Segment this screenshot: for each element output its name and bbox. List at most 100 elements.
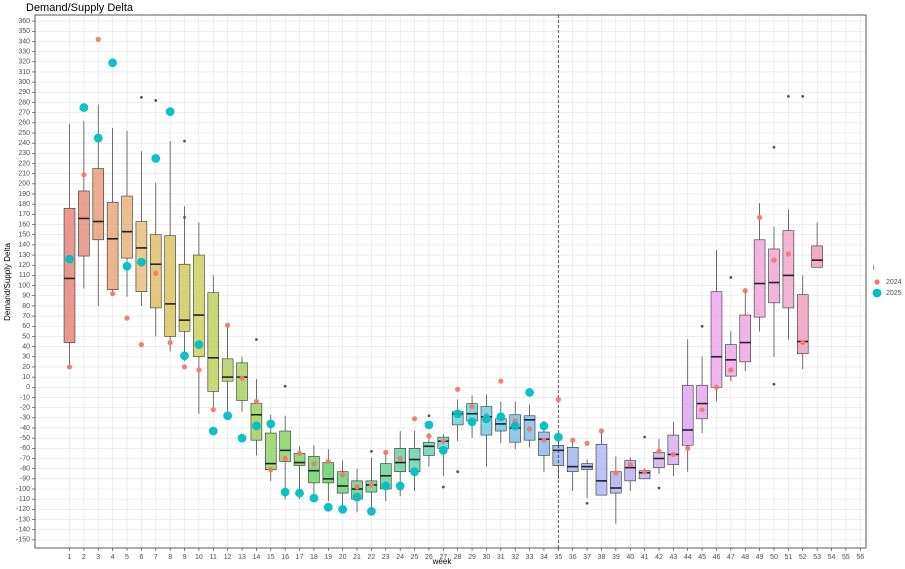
box [178, 263, 191, 332]
outlier [657, 486, 661, 490]
box [164, 235, 176, 337]
point [455, 386, 461, 392]
point [323, 502, 333, 512]
point [311, 460, 317, 467]
legend-label: 2024 [886, 279, 902, 286]
point [526, 426, 533, 432]
point [352, 492, 362, 502]
box [92, 168, 105, 241]
point [381, 481, 391, 491]
point [66, 364, 73, 370]
box [279, 430, 291, 462]
point [757, 214, 763, 221]
outlier [255, 338, 258, 341]
outlier [643, 435, 646, 439]
plot-border [34, 14, 867, 549]
y-tick-label: 80 [22, 303, 30, 310]
outlier [139, 95, 143, 99]
y-tick-label: -20 [20, 404, 30, 411]
point [467, 417, 477, 427]
box [221, 358, 234, 382]
point [153, 270, 159, 276]
box [121, 195, 133, 259]
point [340, 472, 346, 478]
point [383, 449, 389, 455]
point [598, 428, 605, 434]
point [93, 133, 103, 143]
y-tick-label: -100 [16, 486, 30, 493]
y-tick-label: -110 [17, 496, 31, 503]
box [336, 471, 349, 494]
y-tick-label: 20 [22, 364, 30, 371]
box [811, 245, 823, 268]
point [338, 504, 348, 514]
x-tick-label: 20 [339, 554, 347, 561]
y-tick-label: 30 [22, 354, 30, 361]
x-tick-label: 51 [784, 554, 792, 561]
x-tick-label: 43 [669, 554, 677, 561]
x-tick-label: 44 [684, 554, 692, 561]
y-tick-label: 140 [18, 242, 30, 249]
y-tick-label: 250 [18, 130, 30, 137]
outlier [441, 485, 445, 489]
x-tick-label: 11 [210, 554, 217, 561]
x-tick-label: 12 [224, 554, 232, 561]
box [566, 446, 579, 473]
point [367, 506, 376, 516]
x-tick-label: 53 [813, 554, 821, 561]
y-tick-label: -120 [16, 506, 30, 513]
y-tick-label: 340 [18, 38, 30, 45]
point [440, 438, 446, 444]
point [438, 445, 448, 455]
point [410, 467, 419, 477]
y-tick-label: 130 [18, 252, 30, 259]
point [208, 426, 218, 436]
y-tick-label: 100 [18, 282, 30, 289]
y-tick-label: 190 [18, 191, 30, 198]
point [656, 448, 662, 454]
point [122, 261, 132, 271]
outlier [729, 276, 733, 279]
box [753, 239, 766, 318]
x-tick-label: 14 [253, 554, 261, 561]
y-tick-label: 120 [18, 262, 30, 269]
point [253, 398, 260, 405]
point [210, 407, 216, 413]
point [641, 469, 648, 475]
point [252, 421, 261, 431]
box [595, 443, 608, 496]
y-tick-label: -50 [20, 435, 30, 442]
y-tick-label: -90 [20, 476, 30, 483]
point [785, 251, 791, 257]
point [771, 257, 777, 263]
point [196, 367, 202, 373]
point [555, 396, 561, 403]
point [453, 409, 463, 419]
y-tick-label: 210 [18, 171, 30, 178]
box [538, 431, 550, 456]
x-tick-label: 19 [324, 554, 332, 561]
point [482, 414, 491, 424]
point [699, 407, 705, 413]
point [180, 351, 189, 361]
y-tick-label: -40 [20, 425, 30, 432]
point [584, 440, 590, 446]
point [124, 315, 130, 321]
x-tick-label: 46 [713, 554, 721, 561]
x-tick-label: 22 [368, 554, 376, 561]
point [136, 257, 146, 267]
y-tick-label: -140 [16, 527, 30, 534]
x-tick-label: 47 [727, 554, 735, 561]
point [627, 461, 633, 468]
y-tick-label: 300 [18, 79, 30, 86]
outlier [585, 501, 589, 505]
x-tick-label: 38 [598, 554, 606, 561]
point [237, 433, 247, 443]
box [236, 362, 248, 401]
point [151, 154, 161, 163]
x-tick-label: 31 [497, 554, 505, 561]
point [296, 450, 303, 457]
outlier [772, 382, 776, 386]
y-tick-label: -150 [16, 537, 30, 544]
box [768, 248, 780, 304]
